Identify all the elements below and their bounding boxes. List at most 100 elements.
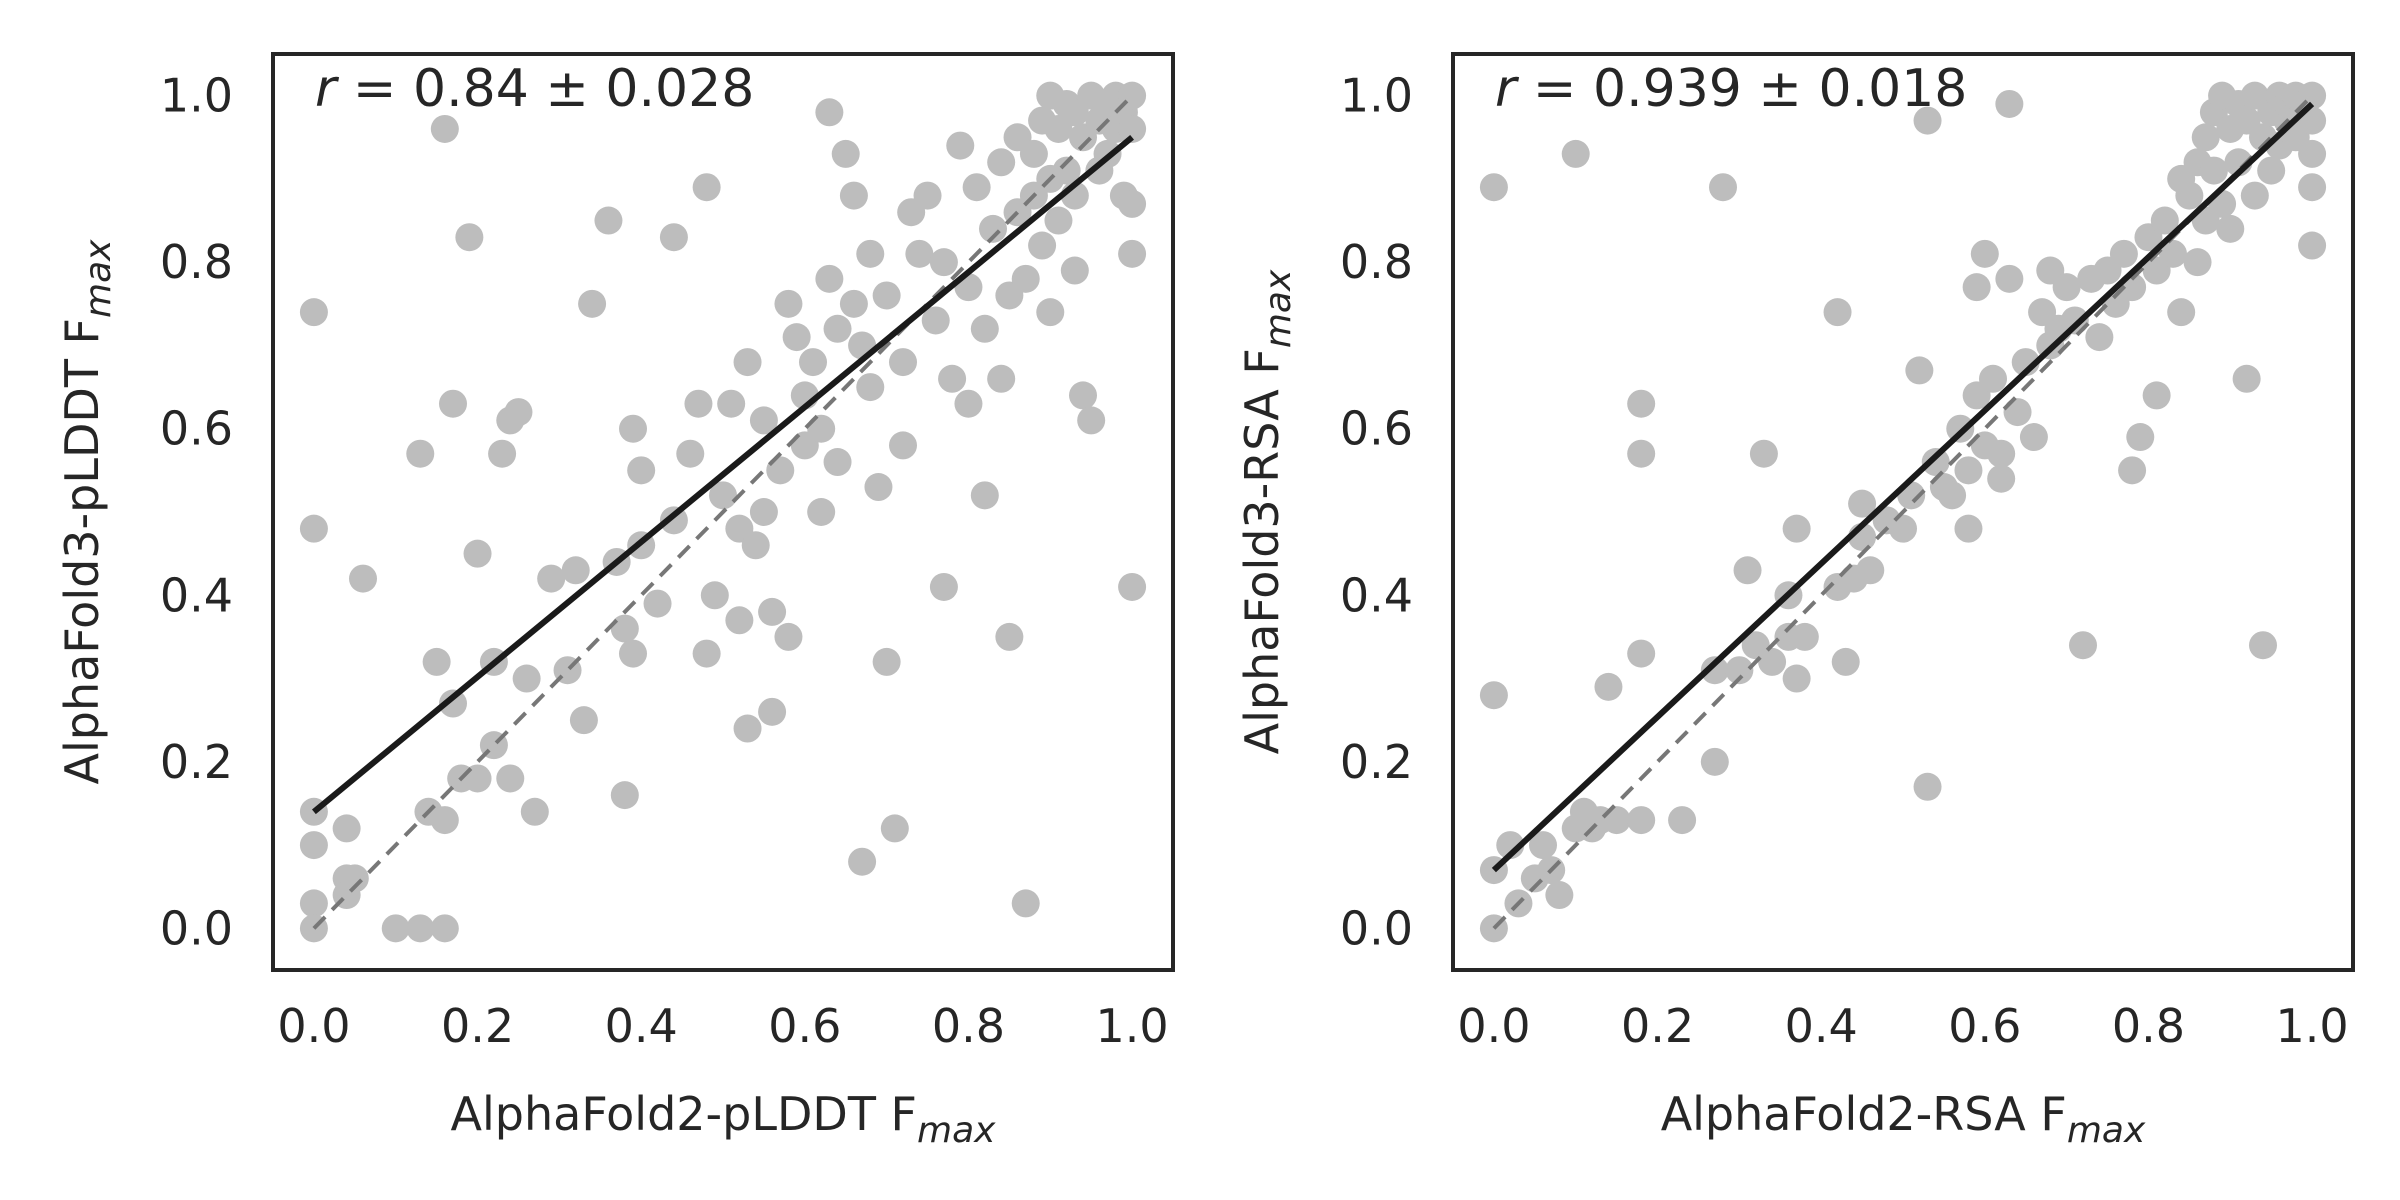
data-point bbox=[439, 689, 467, 718]
data-point bbox=[2085, 323, 2114, 352]
data-point bbox=[463, 539, 492, 568]
scatter-panel-right: 0.0 0.2 0.4 0.6 0.8 1.0 0.0 0.2 0.4 0.6 0.8 1.0 r … bbox=[1235, 52, 2355, 1151]
data-point bbox=[839, 289, 868, 318]
y-tick-labels: 0.0 0.2 0.4 0.6 0.8 1.0 bbox=[1340, 69, 1413, 956]
data-point bbox=[496, 764, 525, 793]
data-point bbox=[1856, 556, 1885, 585]
x-axis-label-main: AlphaFold2-RSA F bbox=[1661, 1087, 2067, 1141]
data-point bbox=[537, 564, 566, 593]
data-point bbox=[2232, 364, 2261, 393]
data-point bbox=[929, 248, 958, 277]
data-point bbox=[1709, 173, 1737, 202]
data-point bbox=[676, 439, 705, 468]
data-point bbox=[782, 323, 811, 352]
axes-frame bbox=[1451, 52, 2355, 972]
data-point bbox=[2216, 214, 2245, 243]
x-tick-label: 0.8 bbox=[2112, 999, 2185, 1053]
data-point bbox=[1545, 881, 1574, 910]
data-point bbox=[749, 406, 778, 435]
data-point bbox=[1987, 464, 2016, 493]
data-point bbox=[831, 139, 860, 168]
data-point bbox=[1782, 514, 1811, 543]
data-point bbox=[1561, 139, 1590, 168]
x-tick-label: 0.0 bbox=[1457, 999, 1530, 1053]
data-point bbox=[643, 589, 672, 618]
correlation-annotation: r = 0.939 ± 0.018 bbox=[1495, 59, 1967, 119]
data-point bbox=[1479, 173, 1508, 202]
data-point bbox=[872, 647, 901, 676]
data-point bbox=[439, 389, 467, 418]
data-point bbox=[332, 814, 361, 843]
data-point bbox=[700, 581, 729, 610]
data-point bbox=[1782, 664, 1811, 693]
x-tick-label: 0.6 bbox=[768, 999, 841, 1053]
data-point bbox=[1036, 298, 1065, 327]
data-point bbox=[659, 223, 688, 252]
data-point bbox=[856, 373, 885, 402]
x-tick-labels: 0.0 0.2 0.4 0.6 0.8 1.0 bbox=[1457, 999, 2348, 1053]
data-point bbox=[889, 431, 917, 460]
data-point bbox=[299, 298, 328, 327]
data-point bbox=[1069, 381, 1097, 410]
data-point bbox=[2175, 181, 2204, 210]
data-point bbox=[1118, 189, 1147, 218]
data-point bbox=[1995, 264, 2024, 293]
data-point bbox=[381, 914, 410, 943]
data-point bbox=[619, 414, 647, 443]
data-point bbox=[987, 364, 1016, 393]
x-tick-label: 0.2 bbox=[441, 999, 514, 1053]
data-point bbox=[1594, 672, 1623, 701]
data-point bbox=[1970, 239, 1999, 268]
y-tick-label: 0.4 bbox=[1340, 568, 1413, 622]
data-point bbox=[979, 214, 1007, 243]
data-point bbox=[2298, 231, 2327, 260]
data-point bbox=[299, 831, 328, 860]
data-point bbox=[823, 314, 852, 343]
y-tick-label: 1.0 bbox=[160, 69, 233, 123]
data-point bbox=[1627, 806, 1656, 835]
data-point bbox=[1700, 747, 1729, 776]
y-tick-label: 0.2 bbox=[1340, 735, 1413, 789]
fit-line bbox=[1491, 101, 2315, 873]
data-point bbox=[1627, 439, 1656, 468]
x-axis-label: AlphaFold2-pLDDT Fmax bbox=[451, 1087, 997, 1151]
y-tick-label: 0.0 bbox=[1340, 901, 1413, 955]
data-point bbox=[1831, 647, 1860, 676]
data-point bbox=[848, 847, 877, 876]
x-axis-label-main: AlphaFold2-pLDDT F bbox=[451, 1087, 917, 1141]
x-tick-label: 0.4 bbox=[1785, 999, 1858, 1053]
x-axis-label: AlphaFold2-RSA Fmax bbox=[1661, 1087, 2146, 1151]
data-point bbox=[1044, 206, 1073, 235]
data-point bbox=[1995, 89, 2024, 118]
data-point bbox=[1019, 139, 1048, 168]
data-point bbox=[1668, 806, 1697, 835]
data-point bbox=[946, 131, 975, 160]
data-point bbox=[569, 706, 598, 735]
data-point bbox=[709, 481, 737, 510]
data-point bbox=[970, 314, 999, 343]
data-point bbox=[954, 389, 983, 418]
data-point bbox=[1823, 298, 1852, 327]
data-point bbox=[1118, 572, 1147, 601]
data-point bbox=[520, 797, 549, 826]
data-point bbox=[1060, 256, 1089, 285]
data-point bbox=[749, 498, 778, 526]
x-tick-label: 0.0 bbox=[277, 999, 350, 1053]
x-tick-label: 0.2 bbox=[1621, 999, 1694, 1053]
data-point bbox=[1749, 439, 1778, 468]
data-point bbox=[1889, 514, 1917, 543]
data-point bbox=[1938, 481, 1967, 510]
data-point bbox=[578, 289, 607, 318]
x-tick-label: 1.0 bbox=[2276, 999, 2349, 1053]
data-point bbox=[717, 389, 746, 418]
data-point bbox=[1700, 656, 1729, 685]
data-point bbox=[733, 348, 762, 377]
data-point bbox=[2109, 239, 2138, 268]
data-point bbox=[299, 514, 328, 543]
scatter-panel-left: 0.0 0.2 0.4 0.6 0.8 1.0 0.0 0.2 0.4 0.6 0.8 1.0 r … bbox=[55, 52, 1175, 1151]
data-point bbox=[1602, 806, 1631, 835]
data-point bbox=[1848, 489, 1877, 518]
data-point bbox=[864, 473, 893, 502]
data-point bbox=[2126, 423, 2155, 452]
y-tick-label: 0.6 bbox=[160, 402, 233, 456]
